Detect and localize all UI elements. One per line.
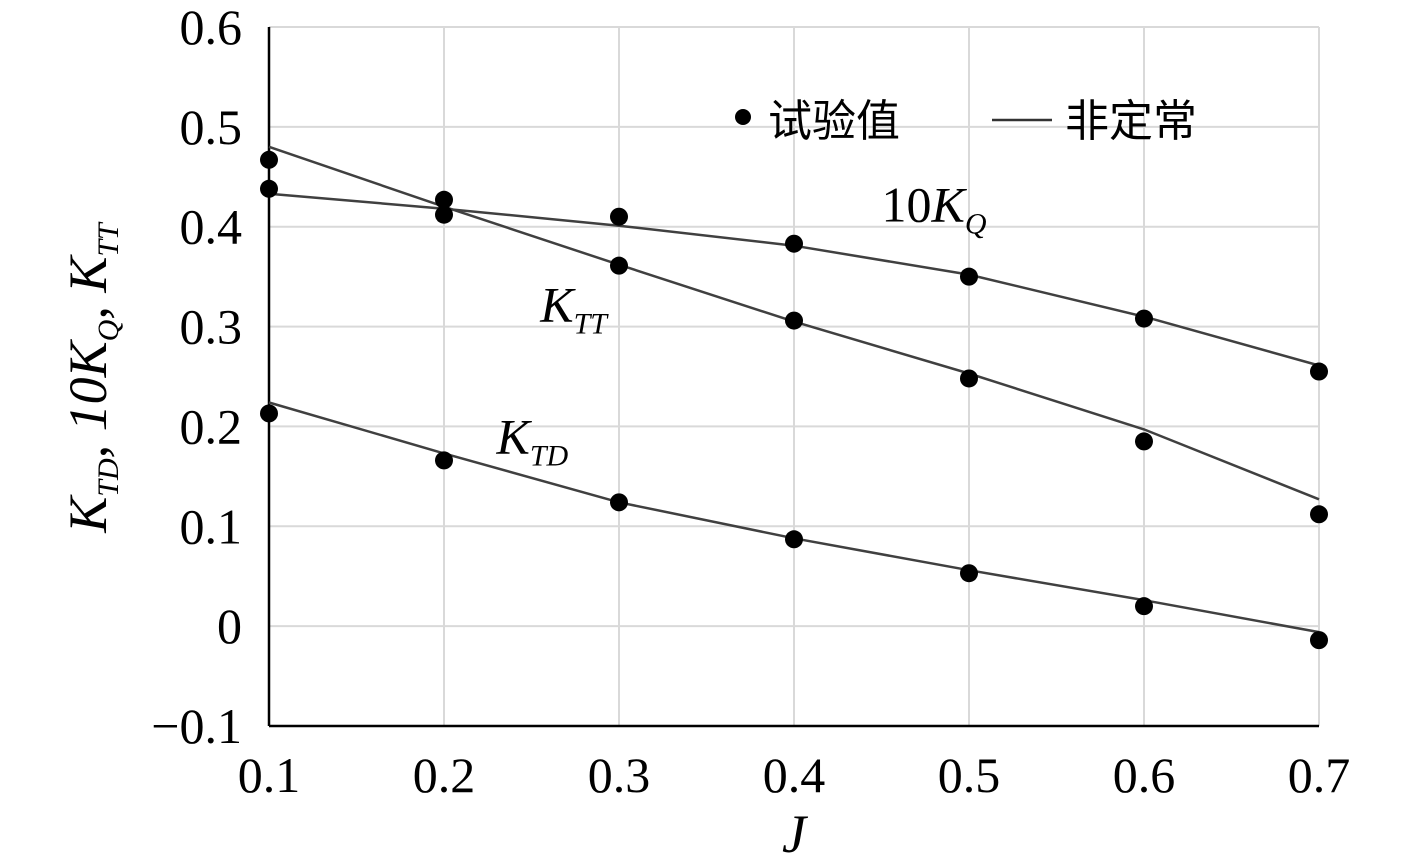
point-KTT	[435, 205, 453, 224]
point-KTT	[1135, 432, 1153, 451]
x-tick-label: 0.3	[588, 747, 651, 803]
point-KTD	[610, 493, 628, 512]
point-KTT	[1310, 505, 1328, 524]
point-10KQ	[435, 190, 453, 209]
x-tick-label: 0.4	[763, 747, 826, 803]
point-10KQ	[1135, 309, 1153, 328]
x-tick-label: 0.2	[413, 747, 476, 803]
y-tick-label: 0.4	[180, 199, 243, 255]
point-10KQ	[960, 267, 978, 286]
point-KTD	[1135, 597, 1153, 616]
y-axis-label: KTD, 10KQ, KTT	[58, 221, 125, 534]
point-KTD	[785, 530, 803, 549]
point-KTD	[1310, 631, 1328, 650]
point-10KQ	[610, 207, 628, 226]
series-label-KTD: KTD	[496, 408, 569, 472]
x-axis-label: J	[782, 804, 809, 862]
point-KTD	[435, 451, 453, 470]
series-labels: 10KQ KTT KTD	[496, 177, 987, 473]
point-KTD	[960, 564, 978, 583]
y-tick-label: −0.1	[151, 698, 242, 754]
y-tick-labels: 0.6 0.5 0.4 0.3 0.2 0.1 0 −0.1	[151, 0, 242, 754]
y-tick-label: 0.5	[180, 99, 243, 155]
x-tick-labels: 0.1 0.2 0.3 0.4 0.5 0.6 0.7	[238, 747, 1351, 803]
axes	[267, 27, 1319, 728]
x-tick-label: 0.5	[938, 747, 1001, 803]
point-KTD	[260, 404, 278, 423]
legend-label-unsteady: 非定常	[1065, 96, 1197, 147]
series-label-KTT: KTT	[539, 277, 609, 341]
x-tick-label: 0.7	[1288, 747, 1351, 803]
y-tick-label: 0.1	[180, 498, 243, 554]
point-10KQ	[260, 179, 278, 198]
y-tick-label: 0.3	[180, 299, 243, 355]
y-tick-label: 0	[217, 598, 242, 654]
point-KTT	[610, 256, 628, 275]
series-label-10KQ: 10KQ	[882, 177, 987, 241]
x-tick-label: 0.6	[1113, 747, 1176, 803]
series-points	[260, 150, 1328, 650]
legend-dot-marker	[735, 109, 751, 125]
point-10KQ	[1310, 362, 1328, 381]
legend: 试验值 非定常	[735, 96, 1197, 147]
point-KTT	[260, 150, 278, 169]
y-tick-label: 0.6	[180, 0, 243, 55]
point-KTT	[785, 311, 803, 330]
legend-label-test: 试验值	[768, 96, 900, 147]
point-KTT	[960, 369, 978, 388]
y-tick-label: 0.2	[180, 398, 243, 454]
x-tick-label: 0.1	[238, 747, 301, 803]
point-10KQ	[785, 234, 803, 253]
